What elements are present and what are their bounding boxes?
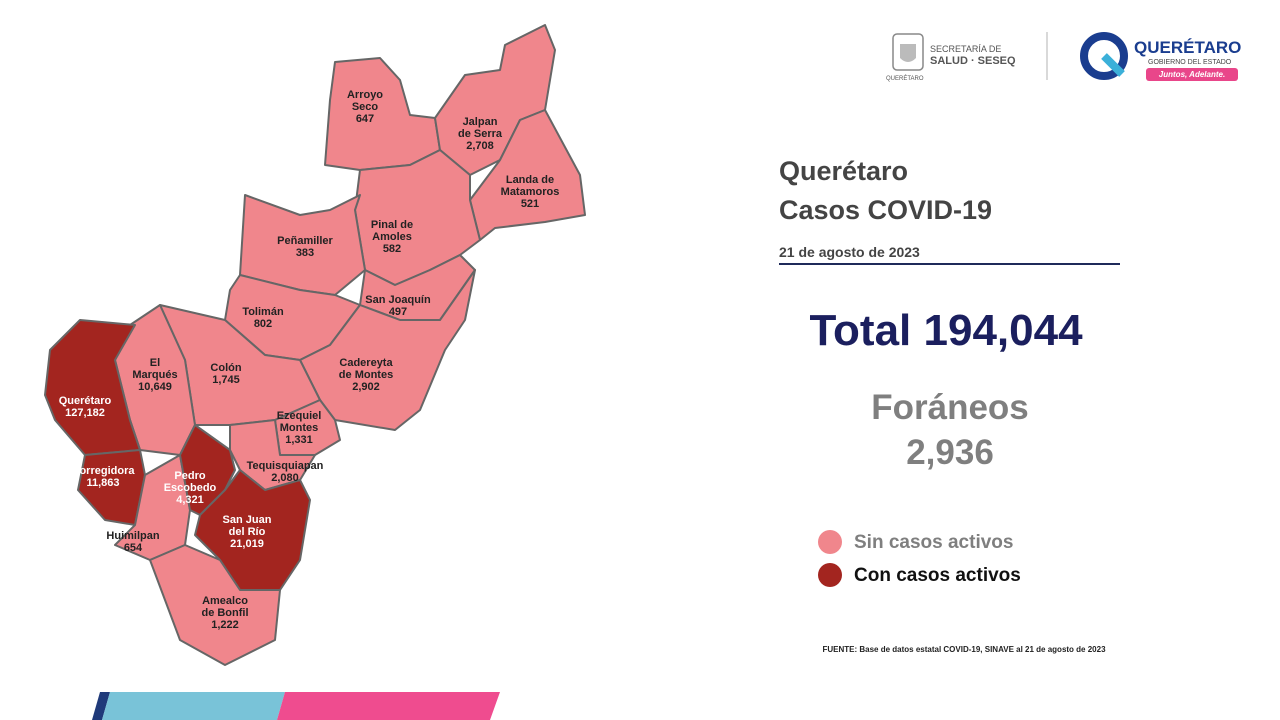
foraneos-value: 2,936 (906, 433, 994, 472)
municipality-name: Seco (352, 101, 379, 113)
municipality-name: Peñamiller (277, 235, 333, 247)
seseq-line2: SALUD · SESEQ (930, 55, 1016, 67)
ribbon (92, 692, 110, 720)
gov-emblem (1080, 32, 1128, 80)
seseq-sub: QUERÉTARO (886, 75, 924, 82)
municipality-cases: 647 (356, 113, 374, 125)
municipality-name: de Serra (458, 128, 503, 140)
municipality-cases: 2,708 (466, 140, 494, 152)
seseq-shield (900, 44, 916, 62)
municipality-name: Pedro (174, 470, 205, 482)
municipality-name: Ezequiel (277, 410, 322, 422)
municipality-name: Pinal de (371, 219, 413, 231)
title-line: Querétaro (779, 156, 908, 186)
municipality-name: Tolimán (242, 306, 284, 318)
municipality (114, 454, 191, 561)
municipality-cases: 2,902 (352, 381, 380, 393)
municipality-cases: 11,863 (86, 477, 119, 489)
municipality-name: Escobedo (164, 482, 217, 494)
municipality-name: del Río (229, 526, 266, 538)
municipality-name: Corregidora (72, 465, 136, 477)
municipality-name: Huimilpan (106, 530, 159, 542)
municipality-name: de Bonfil (201, 607, 248, 619)
municipality-cases: 2,080 (271, 472, 299, 484)
municipality-cases: 4,321 (176, 494, 204, 506)
municipality-name: San Juan (223, 514, 272, 526)
municipality-name: San Joaquín (365, 294, 431, 306)
municipality-name: Tequisquiapan (247, 460, 324, 472)
municipality-name: de Montes (339, 369, 393, 381)
legend-label: Sin casos activos (854, 532, 1013, 553)
municipality-name: Montes (280, 422, 319, 434)
municipality-cases: 1,222 (211, 619, 239, 631)
municipality-name: Marqués (132, 369, 177, 381)
gov-emblem-tail (1101, 53, 1125, 77)
ribbon (277, 692, 500, 720)
municipality-name: Jalpan (463, 116, 498, 128)
gov-tag-bg (1146, 68, 1238, 81)
municipality (44, 319, 141, 456)
municipality (434, 24, 556, 176)
legend-swatch (818, 530, 842, 554)
municipality (194, 469, 311, 591)
source: FUENTE: Base de datos estatal COVID-19, … (822, 645, 1106, 654)
municipality-cases: 802 (254, 318, 272, 330)
gov-logo: QUERÉTARO GOBIERNO DEL ESTADO Juntos, Ad… (1080, 32, 1241, 81)
municipality-name: Amoles (372, 231, 412, 243)
seseq-logo: SECRETARÍA DE SALUD · SESEQ QUERÉTARO (886, 32, 1048, 82)
municipality-cases: 127,182 (65, 407, 105, 419)
legend-swatch (818, 563, 842, 587)
total: Total 194,044 (809, 306, 1083, 355)
municipality (324, 57, 441, 171)
legend: Sin casos activos Con casos activos (818, 530, 1021, 587)
gov-title: QUERÉTARO (1134, 38, 1241, 57)
municipality-cases: 1,745 (212, 374, 240, 386)
municipality-cases: 582 (383, 243, 401, 255)
title-line: Casos COVID-19 (779, 195, 992, 225)
municipality (469, 109, 586, 241)
municipality-name: Matamoros (501, 186, 560, 198)
municipality-name: Amealco (202, 595, 248, 607)
municipality-cases: 654 (124, 542, 143, 554)
gov-sub: GOBIERNO DEL ESTADO (1148, 59, 1232, 66)
municipality (149, 544, 281, 666)
municipality-cases: 21,019 (230, 538, 264, 550)
date: 21 de agosto de 2023 (779, 244, 920, 260)
municipality-name: Cadereyta (339, 357, 393, 369)
ribbon (102, 692, 285, 720)
municipality-name: Querétaro (59, 395, 112, 407)
legend-label: Con casos activos (854, 565, 1021, 586)
municipality-cases: 10,649 (138, 381, 172, 393)
municipality-name: Landa de (506, 174, 554, 186)
municipality-name: Colón (210, 362, 241, 374)
municipality-cases: 383 (296, 247, 314, 259)
foraneos-label: Foráneos (871, 388, 1029, 427)
municipality-cases: 521 (521, 198, 539, 210)
municipality-cases: 1,331 (285, 434, 313, 446)
municipality-name: El (150, 357, 160, 369)
municipality-name: Arroyo (347, 89, 383, 101)
seseq-line1: SECRETARÍA DE (930, 44, 1001, 54)
municipality-cases: 497 (389, 306, 407, 318)
gov-tag: Juntos, Adelante. (1159, 70, 1225, 79)
